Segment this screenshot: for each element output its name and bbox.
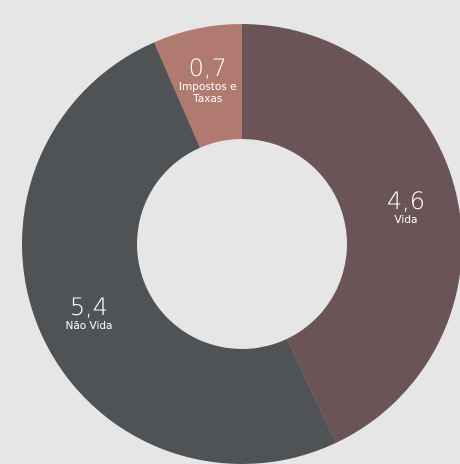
category-label: Não Vida [65,320,113,333]
value-label: 0,7 [188,53,227,82]
category-label: Impostos e Taxas [178,80,237,105]
donut-slice [22,42,336,464]
donut-slice [154,24,242,148]
slice-label: 0,7 Impostos e Taxas [176,55,240,105]
value-label: 4,6 [386,187,426,216]
slice-label: 4,6 Vida [374,188,438,226]
value-label: 5,4 [69,293,109,322]
category-label: Vida [394,214,418,227]
donut-slice [242,24,460,444]
slice-label: 5,4 Não Vida [57,294,121,332]
